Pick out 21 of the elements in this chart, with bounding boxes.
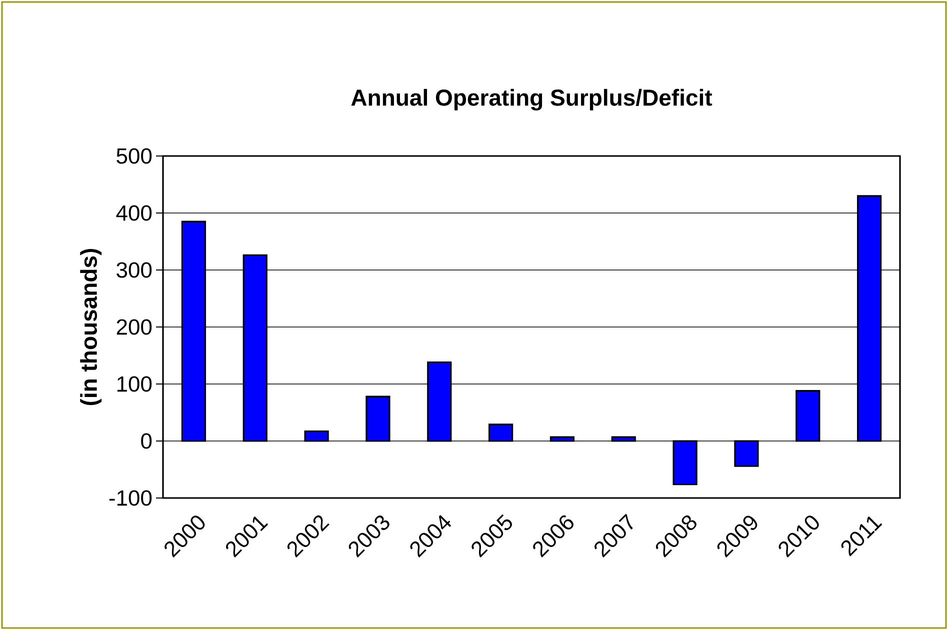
y-tick-label: 100	[117, 376, 152, 392]
y-axis-title: (in thousands)	[80, 248, 102, 406]
y-tick-label: 200	[116, 319, 152, 335]
bar	[304, 430, 329, 442]
bar	[242, 254, 268, 442]
chart-title: Annual Operating Surplus/Deficit	[351, 88, 712, 110]
y-tick-label: 300	[116, 262, 152, 278]
bar	[366, 396, 390, 442]
bar	[488, 424, 514, 442]
bar	[611, 436, 636, 442]
bar	[734, 440, 759, 467]
bar	[550, 436, 575, 442]
bar	[427, 362, 452, 442]
y-tick-label: 0	[141, 433, 152, 449]
bar	[181, 220, 206, 442]
y-tick-label: 400	[116, 205, 152, 221]
y-tick-label: -100	[109, 490, 152, 506]
y-tick-label: 500	[116, 148, 152, 164]
bar	[796, 390, 820, 442]
bar	[672, 440, 698, 486]
bar	[857, 195, 882, 442]
